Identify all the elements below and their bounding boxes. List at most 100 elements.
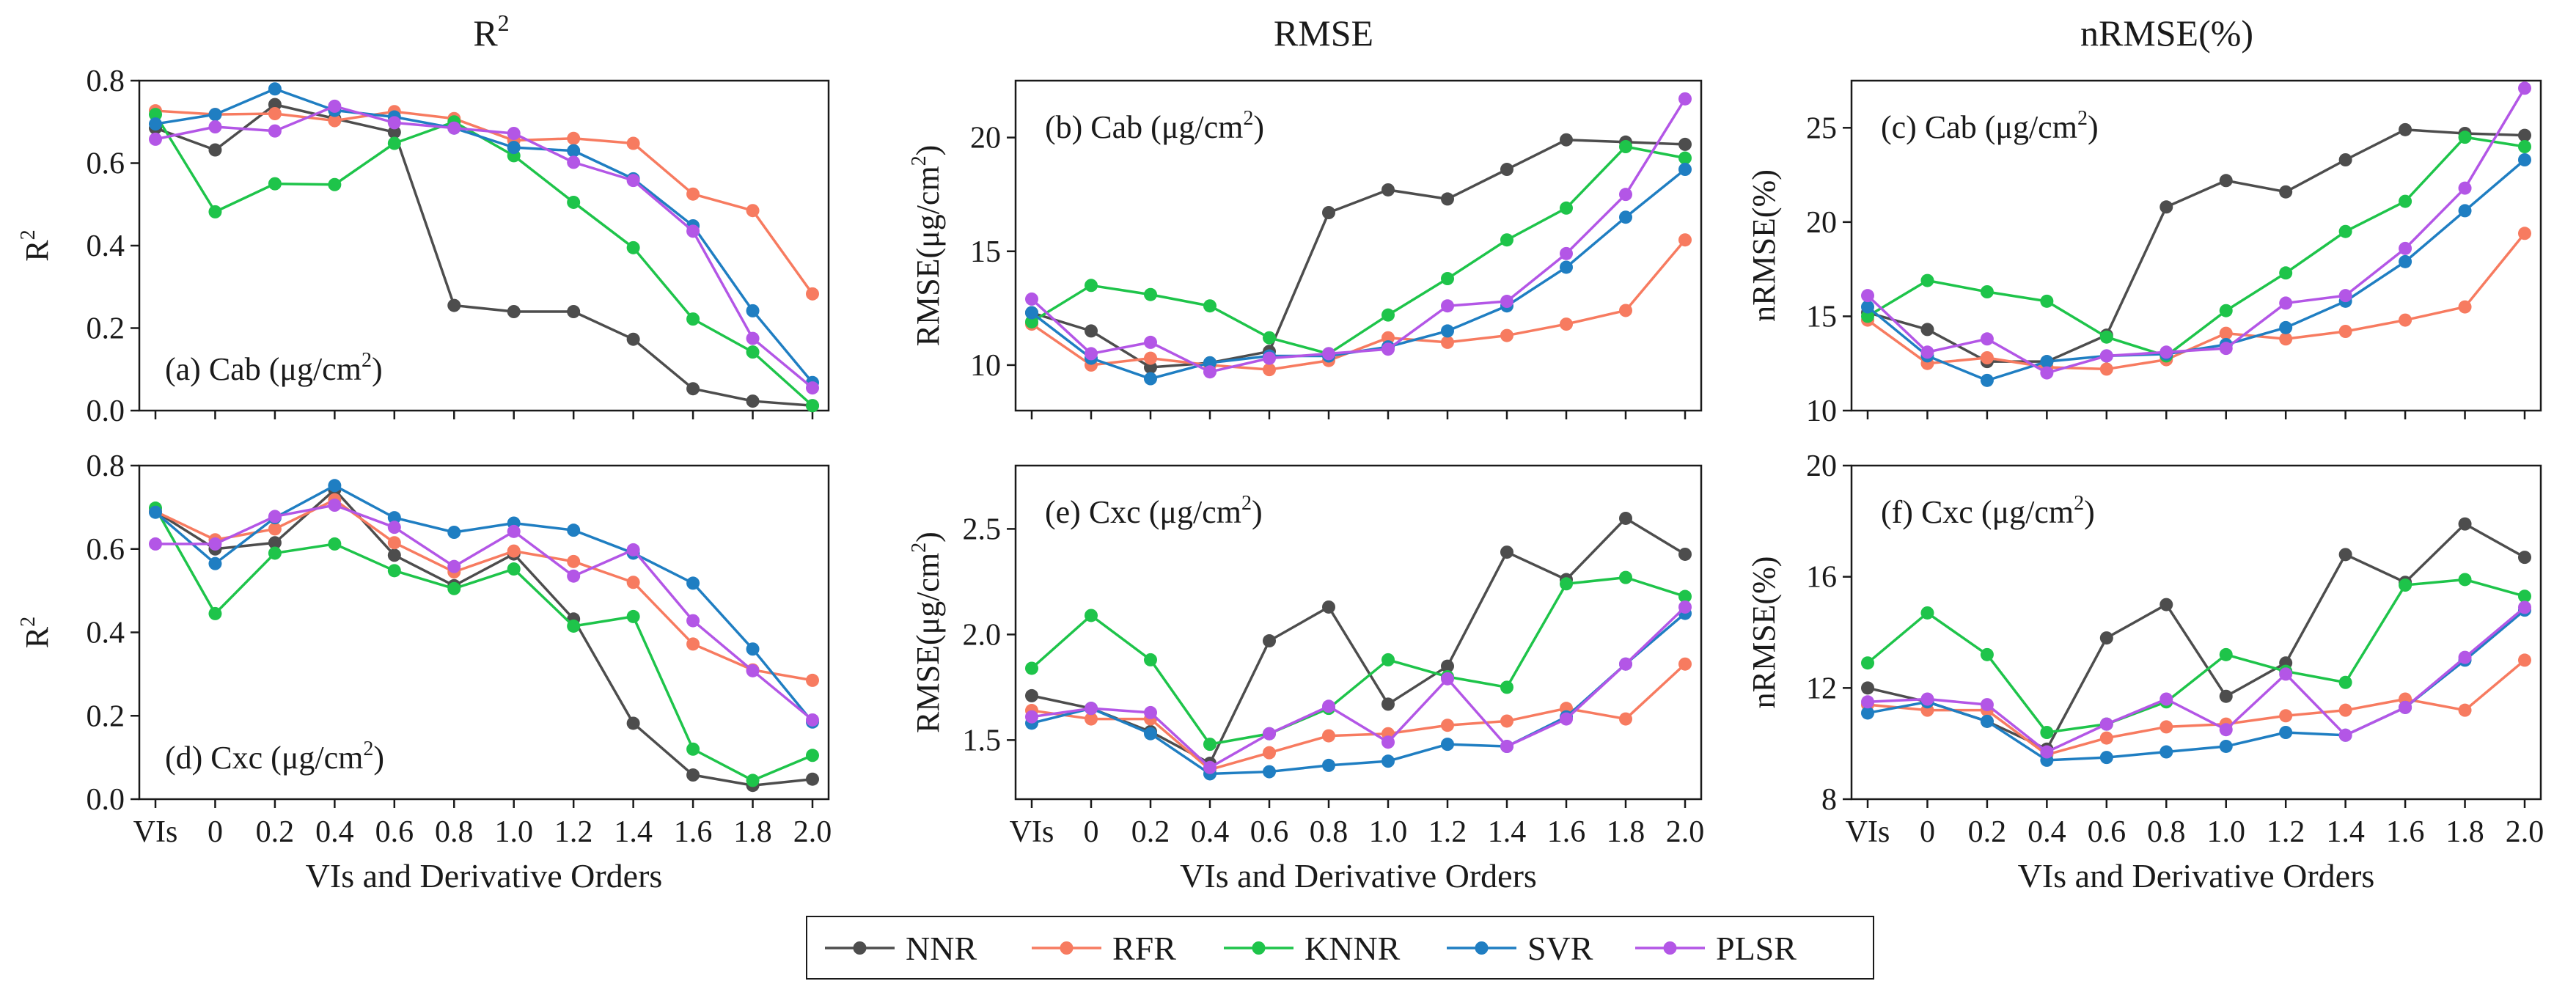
x-tick-label-e-0: VIs <box>1010 815 1054 849</box>
data-point-f-knnr-10 <box>2458 573 2472 587</box>
data-point-b-nnr-1 <box>1085 324 1098 338</box>
data-point-b-rfr-8 <box>1500 328 1513 342</box>
data-point-f-svr-5 <box>2159 745 2173 759</box>
data-point-d-svr-3 <box>328 479 342 493</box>
x-tick-label-d-2: 0.2 <box>256 815 295 849</box>
data-point-f-plsr-0 <box>1861 695 1874 709</box>
data-point-e-knnr-8 <box>1500 680 1513 694</box>
y-tick-label-b-0: 10 <box>970 349 1001 383</box>
data-point-b-knnr-8 <box>1500 233 1513 247</box>
panel-annotation-b: (b) Cab (μg/cm2) <box>1045 107 1264 145</box>
data-point-c-plsr-1 <box>1920 345 1934 359</box>
data-point-a-knnr-7 <box>567 195 581 209</box>
data-point-b-svr-0 <box>1025 306 1038 320</box>
y-tick-label-a-4: 0.8 <box>87 65 125 98</box>
data-point-c-knnr-2 <box>1980 285 1994 298</box>
series-line-e-plsr <box>1031 606 1687 769</box>
data-point-c-nnr-5 <box>2159 200 2173 214</box>
data-point-d-svr-10 <box>746 642 760 656</box>
data-point-a-svr-2 <box>268 82 282 96</box>
y-tick-label-d-0: 0.0 <box>87 783 125 817</box>
data-point-c-plsr-8 <box>2338 289 2352 303</box>
data-point-d-rfr-2 <box>268 522 282 536</box>
data-point-a-plsr-0 <box>149 132 162 146</box>
data-point-d-knnr-1 <box>208 606 222 620</box>
data-point-b-knnr-10 <box>1619 140 1632 153</box>
y-axis-label-b: RMSE(μg/cm2) <box>908 145 946 347</box>
data-point-e-svr-6 <box>1381 754 1395 768</box>
data-point-c-svr-0 <box>1861 300 1874 314</box>
y-tick-label-a-3: 0.6 <box>87 147 125 181</box>
data-point-c-plsr-0 <box>1861 289 1874 303</box>
data-point-a-svr-10 <box>746 304 760 317</box>
panel-d: 0.0 0.2 0.4 0.6 0.8 VIs 0 0.2 0.4 0.6 0.8 1.0 1.2 1.4… <box>17 449 832 894</box>
data-point-a-plsr-2 <box>268 124 282 138</box>
data-point-d-plsr-1 <box>208 537 222 551</box>
data-point-f-plsr-5 <box>2159 692 2173 706</box>
panel-e: 1.5 2.0 2.5 VIs 0 0.2 0.4 0.6 0.8 1.0 1.2 1.4 1.6 1.8… <box>908 464 1704 894</box>
data-point-c-svr-2 <box>1980 373 1994 387</box>
data-point-a-svr-7 <box>567 144 581 158</box>
data-point-d-knnr-8 <box>626 609 640 623</box>
data-point-b-nnr-7 <box>1441 192 1454 206</box>
data-point-b-nnr-8 <box>1500 163 1513 177</box>
data-point-a-svr-1 <box>208 108 222 122</box>
series-line-c-nnr <box>1867 128 2525 363</box>
data-point-c-nnr-7 <box>2279 185 2293 199</box>
y-tick-label-c-1: 15 <box>1806 300 1837 334</box>
series-line-a-svr <box>155 87 814 383</box>
data-point-d-knnr-2 <box>268 546 282 560</box>
data-point-e-plsr-6 <box>1381 735 1395 749</box>
data-point-d-plsr-2 <box>268 510 282 523</box>
panel-annotation-a: (a) Cab (μg/cm2) <box>165 349 383 387</box>
data-point-c-knnr-1 <box>1920 273 1934 287</box>
data-point-d-plsr-0 <box>149 537 162 551</box>
data-point-b-knnr-9 <box>1560 201 1573 215</box>
axes-frame-b <box>1014 79 1703 412</box>
y-tick-label-d-2: 0.4 <box>87 617 125 650</box>
data-point-c-rfr-11 <box>2518 227 2531 240</box>
data-point-d-svr-4 <box>387 511 401 525</box>
data-point-b-knnr-6 <box>1381 308 1395 322</box>
data-point-a-plsr-4 <box>387 116 401 130</box>
data-point-c-knnr-4 <box>2099 330 2113 344</box>
data-point-e-knnr-10 <box>1619 570 1632 584</box>
data-point-f-nnr-0 <box>1861 681 1874 695</box>
data-point-d-knnr-3 <box>328 537 342 551</box>
data-point-f-knnr-2 <box>1980 647 1994 661</box>
data-point-e-svr-5 <box>1322 758 1335 772</box>
y-tick-label-d-3: 0.6 <box>87 533 125 567</box>
data-point-e-plsr-0 <box>1025 710 1038 724</box>
y-tick-label-a-0: 0.0 <box>87 394 125 428</box>
x-tick-label-e-8: 1.4 <box>1488 815 1527 849</box>
series-line-d-knnr <box>154 507 813 782</box>
data-point-c-svr-11 <box>2518 153 2531 166</box>
data-point-f-nnr-10 <box>2458 517 2472 531</box>
data-point-d-plsr-10 <box>746 664 760 677</box>
data-point-d-nnr-8 <box>626 716 640 730</box>
data-point-d-nnr-2 <box>268 536 282 550</box>
data-point-f-svr-2 <box>1980 714 1994 728</box>
x-tick-label-d-8: 1.4 <box>614 815 653 849</box>
y-axis-label-f: nRMSE(%) <box>1746 556 1782 709</box>
x-axis-label-d: VIs and Derivative Orders <box>306 857 663 894</box>
data-point-b-rfr-2 <box>1144 351 1157 365</box>
data-point-e-rfr-8 <box>1500 714 1513 728</box>
x-tick-label-e-10: 1.8 <box>1607 815 1645 849</box>
data-point-f-plsr-7 <box>2279 667 2293 681</box>
x-tick-label-f-5: 0.8 <box>2147 815 2186 849</box>
data-point-d-rfr-7 <box>567 554 581 568</box>
data-point-c-knnr-11 <box>2518 140 2531 153</box>
data-point-c-rfr-2 <box>1980 351 1994 364</box>
data-point-f-svr-0 <box>1861 706 1874 720</box>
data-point-f-plsr-9 <box>2399 700 2412 714</box>
x-tick-label-e-9: 1.6 <box>1547 815 1586 849</box>
data-point-e-svr-7 <box>1441 738 1454 752</box>
data-point-a-knnr-10 <box>746 345 760 359</box>
series-line-b-plsr <box>1030 98 1687 373</box>
data-point-f-rfr-10 <box>2458 703 2472 717</box>
x-tick-label-d-6: 1.0 <box>494 815 533 849</box>
data-point-d-nnr-4 <box>387 548 401 562</box>
series-line-d-plsr <box>155 504 814 721</box>
